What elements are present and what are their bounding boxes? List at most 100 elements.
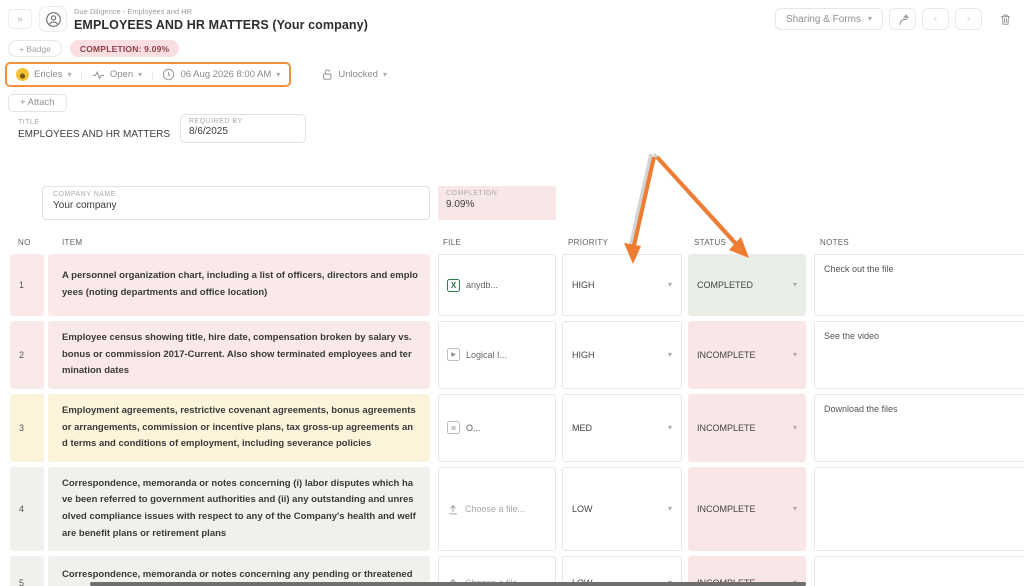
workflow-state-dropdown[interactable]: Open ▾: [92, 69, 142, 81]
file-cell[interactable]: Choose a file...: [438, 466, 556, 552]
chevron-down-icon: ▾: [138, 69, 143, 79]
sharing-forms-label: Sharing & Forms: [785, 13, 861, 25]
status-dropdown[interactable]: COMPLETED ▾: [688, 254, 806, 316]
chevron-down-icon: ▾: [792, 504, 797, 513]
previous-button[interactable]: ‹: [922, 8, 949, 30]
badge-row: + Badge COMPLETION: 9.09%: [8, 40, 180, 57]
priority-value: LOW: [572, 504, 593, 514]
row-number: 3: [19, 422, 25, 433]
document-file-icon: ≣: [447, 421, 460, 435]
chevron-down-icon: ▾: [276, 69, 281, 79]
attach-button[interactable]: + Attach: [8, 93, 67, 112]
row-number-cell: 3: [10, 393, 44, 462]
file-name: Choose a file...: [465, 504, 526, 514]
chevron-down-icon: ▾: [667, 504, 672, 513]
notes-cell[interactable]: [814, 466, 1024, 552]
chevron-down-icon: ▾: [382, 69, 387, 79]
company-name-value: Your company: [53, 200, 117, 211]
completion-badge: COMPLETION: 9.09%: [69, 40, 180, 57]
activity-pulse-icon: [92, 70, 105, 79]
checklist-table: NO ITEM FILE PRIORITY STATUS NOTES 1 A p…: [10, 238, 1024, 586]
required-by-field[interactable]: REQUIRED BY 8/6/2025: [180, 114, 306, 143]
due-date-dropdown[interactable]: 06 Aug 2026 8:00 AM ▾: [162, 68, 280, 81]
item-text: Employee census showing title, hire date…: [62, 332, 412, 377]
page-title: EMPLOYEES AND HR MATTERS (Your company): [74, 17, 368, 32]
breadcrumb: Due Diligence - Employees and HR: [74, 6, 192, 16]
workflow-state-label: Open: [109, 69, 134, 80]
chevron-down-icon: ▾: [667, 349, 672, 359]
table-row: 1 A personnel organization chart, includ…: [10, 254, 1024, 316]
completion-field: COMPLETION 9.09%: [438, 186, 556, 220]
delete-button[interactable]: [994, 8, 1016, 30]
chevron-down-icon: ▾: [667, 280, 672, 289]
company-name-field[interactable]: COMPANY NAME Your company: [42, 186, 430, 220]
upload-icon: [449, 504, 457, 514]
status-dropdown[interactable]: INCOMPLETE ▾: [688, 393, 806, 462]
status-value: COMPLETED: [697, 280, 754, 290]
divider: |: [80, 69, 83, 80]
column-header-no: NO: [18, 238, 31, 247]
column-header-status: STATUS: [694, 238, 727, 247]
export-button[interactable]: [889, 8, 916, 30]
table-row: 5 Correspondence, memoranda or notes con…: [10, 556, 1024, 586]
file-name: anydb...: [466, 280, 499, 290]
status-dropdown[interactable]: INCOMPLETE ▾: [688, 466, 806, 552]
chevron-down-icon: ▾: [792, 349, 797, 359]
notes-cell[interactable]: Check out the file: [814, 254, 1024, 316]
export-arrow-icon: [898, 14, 909, 25]
priority-dropdown[interactable]: LOW ▾: [562, 466, 682, 552]
file-name: O...: [466, 422, 481, 433]
title-field[interactable]: TITLE EMPLOYEES AND HR MATTERS: [18, 119, 170, 140]
file-cell[interactable]: X anydb...: [438, 254, 556, 316]
file-cell[interactable]: ≣ O...: [438, 393, 556, 462]
file-cell[interactable]: ▶ Logical I...: [438, 321, 556, 389]
required-by-label: REQUIRED BY: [189, 118, 243, 125]
table-header-row: NO ITEM FILE PRIORITY STATUS NOTES: [10, 238, 1024, 247]
status-value: INCOMPLETE: [697, 504, 756, 514]
collapse-sidebar-button[interactable]: »: [8, 9, 32, 29]
row-number-cell: 2: [10, 321, 44, 389]
item-text: Employment agreements, restrictive coven…: [62, 404, 416, 450]
notes-text: Download the files: [824, 403, 898, 414]
column-header-notes: NOTES: [820, 238, 850, 247]
toolbar: Ericles ▾ | Open ▾ | 06 Aug 2026 8:00 AM…: [5, 62, 387, 87]
assignee-dropdown[interactable]: Ericles ▾: [16, 68, 72, 81]
item-cell[interactable]: A personnel organization chart, includin…: [48, 254, 430, 316]
status-value: INCOMPLETE: [697, 349, 756, 360]
status-dropdown[interactable]: INCOMPLETE ▾: [688, 321, 806, 389]
priority-dropdown[interactable]: HIGH ▾: [562, 254, 682, 316]
lock-state-label: Unlocked: [338, 69, 378, 80]
trash-icon: [1000, 14, 1010, 25]
item-cell[interactable]: Employee census showing title, hire date…: [48, 321, 430, 389]
item-text: A personnel organization chart, includin…: [62, 270, 418, 298]
sharing-forms-button[interactable]: Sharing & Forms ▾: [774, 8, 883, 30]
priority-dropdown[interactable]: HIGH ▾: [562, 321, 682, 389]
due-date-label: 06 Aug 2026 8:00 AM: [180, 69, 272, 80]
notes-cell[interactable]: Download the files: [814, 393, 1024, 462]
assignee-avatar-icon: [16, 68, 29, 81]
completion-label: COMPLETION: [446, 190, 498, 197]
horizontal-scrollbar[interactable]: [90, 582, 806, 586]
notes-cell[interactable]: See the video: [814, 321, 1024, 389]
file-cell[interactable]: Choose a file...: [438, 556, 556, 586]
item-text: Correspondence, memoranda or notes conce…: [62, 477, 416, 539]
item-cell[interactable]: Employment agreements, restrictive coven…: [48, 393, 430, 462]
video-file-icon: ▶: [447, 348, 460, 362]
priority-dropdown[interactable]: MED ▾: [562, 393, 682, 462]
assignee-avatar-button[interactable]: [39, 6, 67, 32]
next-button[interactable]: ›: [955, 8, 982, 30]
add-badge-button[interactable]: + Badge: [8, 40, 62, 57]
row-number: 2: [19, 349, 25, 360]
notes-cell[interactable]: [814, 556, 1024, 586]
column-header-item: ITEM: [62, 238, 83, 247]
required-by-value: 8/6/2025: [189, 126, 228, 137]
chevron-down-icon: ▾: [67, 69, 72, 79]
item-cell[interactable]: Correspondence, memoranda or notes conce…: [48, 556, 430, 586]
lock-state-dropdown[interactable]: Unlocked ▾: [321, 68, 387, 81]
table-row: 2 Employee census showing title, hire da…: [10, 321, 1024, 389]
row-number: 4: [19, 504, 25, 514]
column-header-priority: PRIORITY: [568, 238, 609, 247]
item-cell[interactable]: Correspondence, memoranda or notes conce…: [48, 466, 430, 552]
table-row: 3 Employment agreements, restrictive cov…: [10, 393, 1024, 462]
